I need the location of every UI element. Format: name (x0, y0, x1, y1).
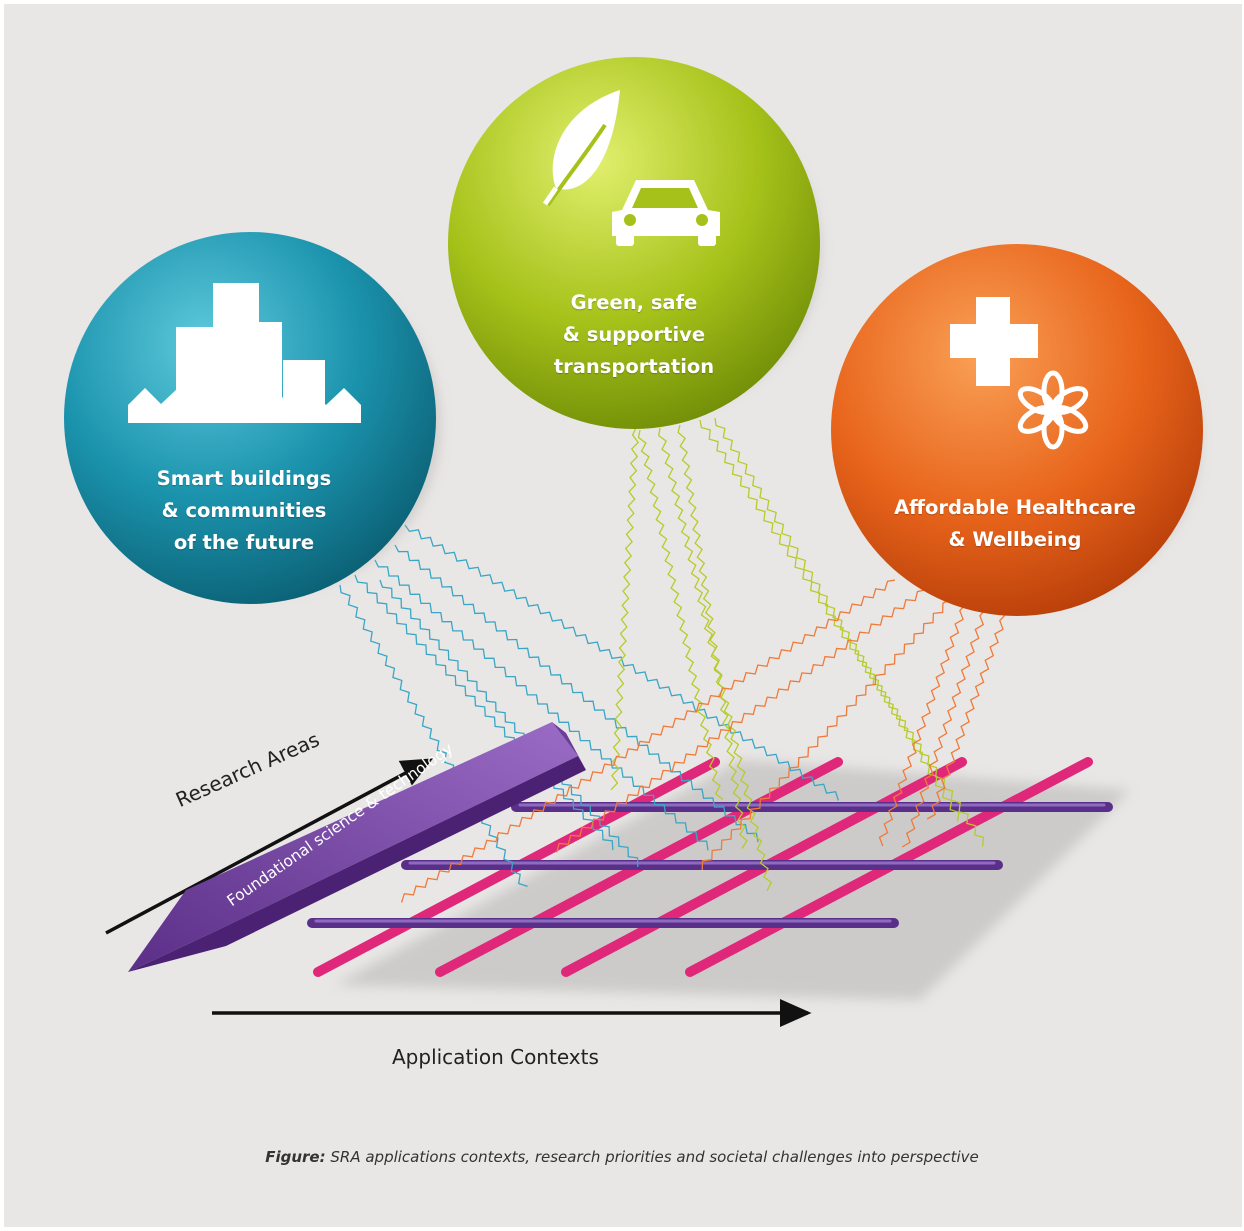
thread-line (639, 430, 723, 799)
healthcare-label: Affordable Healthcare & Wellbeing (880, 492, 1150, 556)
thread-line (611, 428, 638, 790)
caption-text: SRA applications contexts, research prio… (326, 1148, 979, 1166)
caption-prefix: Figure: (265, 1148, 325, 1166)
bubble-healthcare (831, 244, 1203, 616)
thread-line (405, 525, 838, 801)
smart-buildings-label: Smart buildings & communities of the fut… (142, 463, 346, 559)
green-transport-label: Green, safe & supportive transportation (532, 287, 736, 383)
figure-caption: Figure: SRA applications contexts, resea… (0, 1148, 1244, 1166)
application-contexts-label: Application Contexts (392, 1045, 599, 1069)
